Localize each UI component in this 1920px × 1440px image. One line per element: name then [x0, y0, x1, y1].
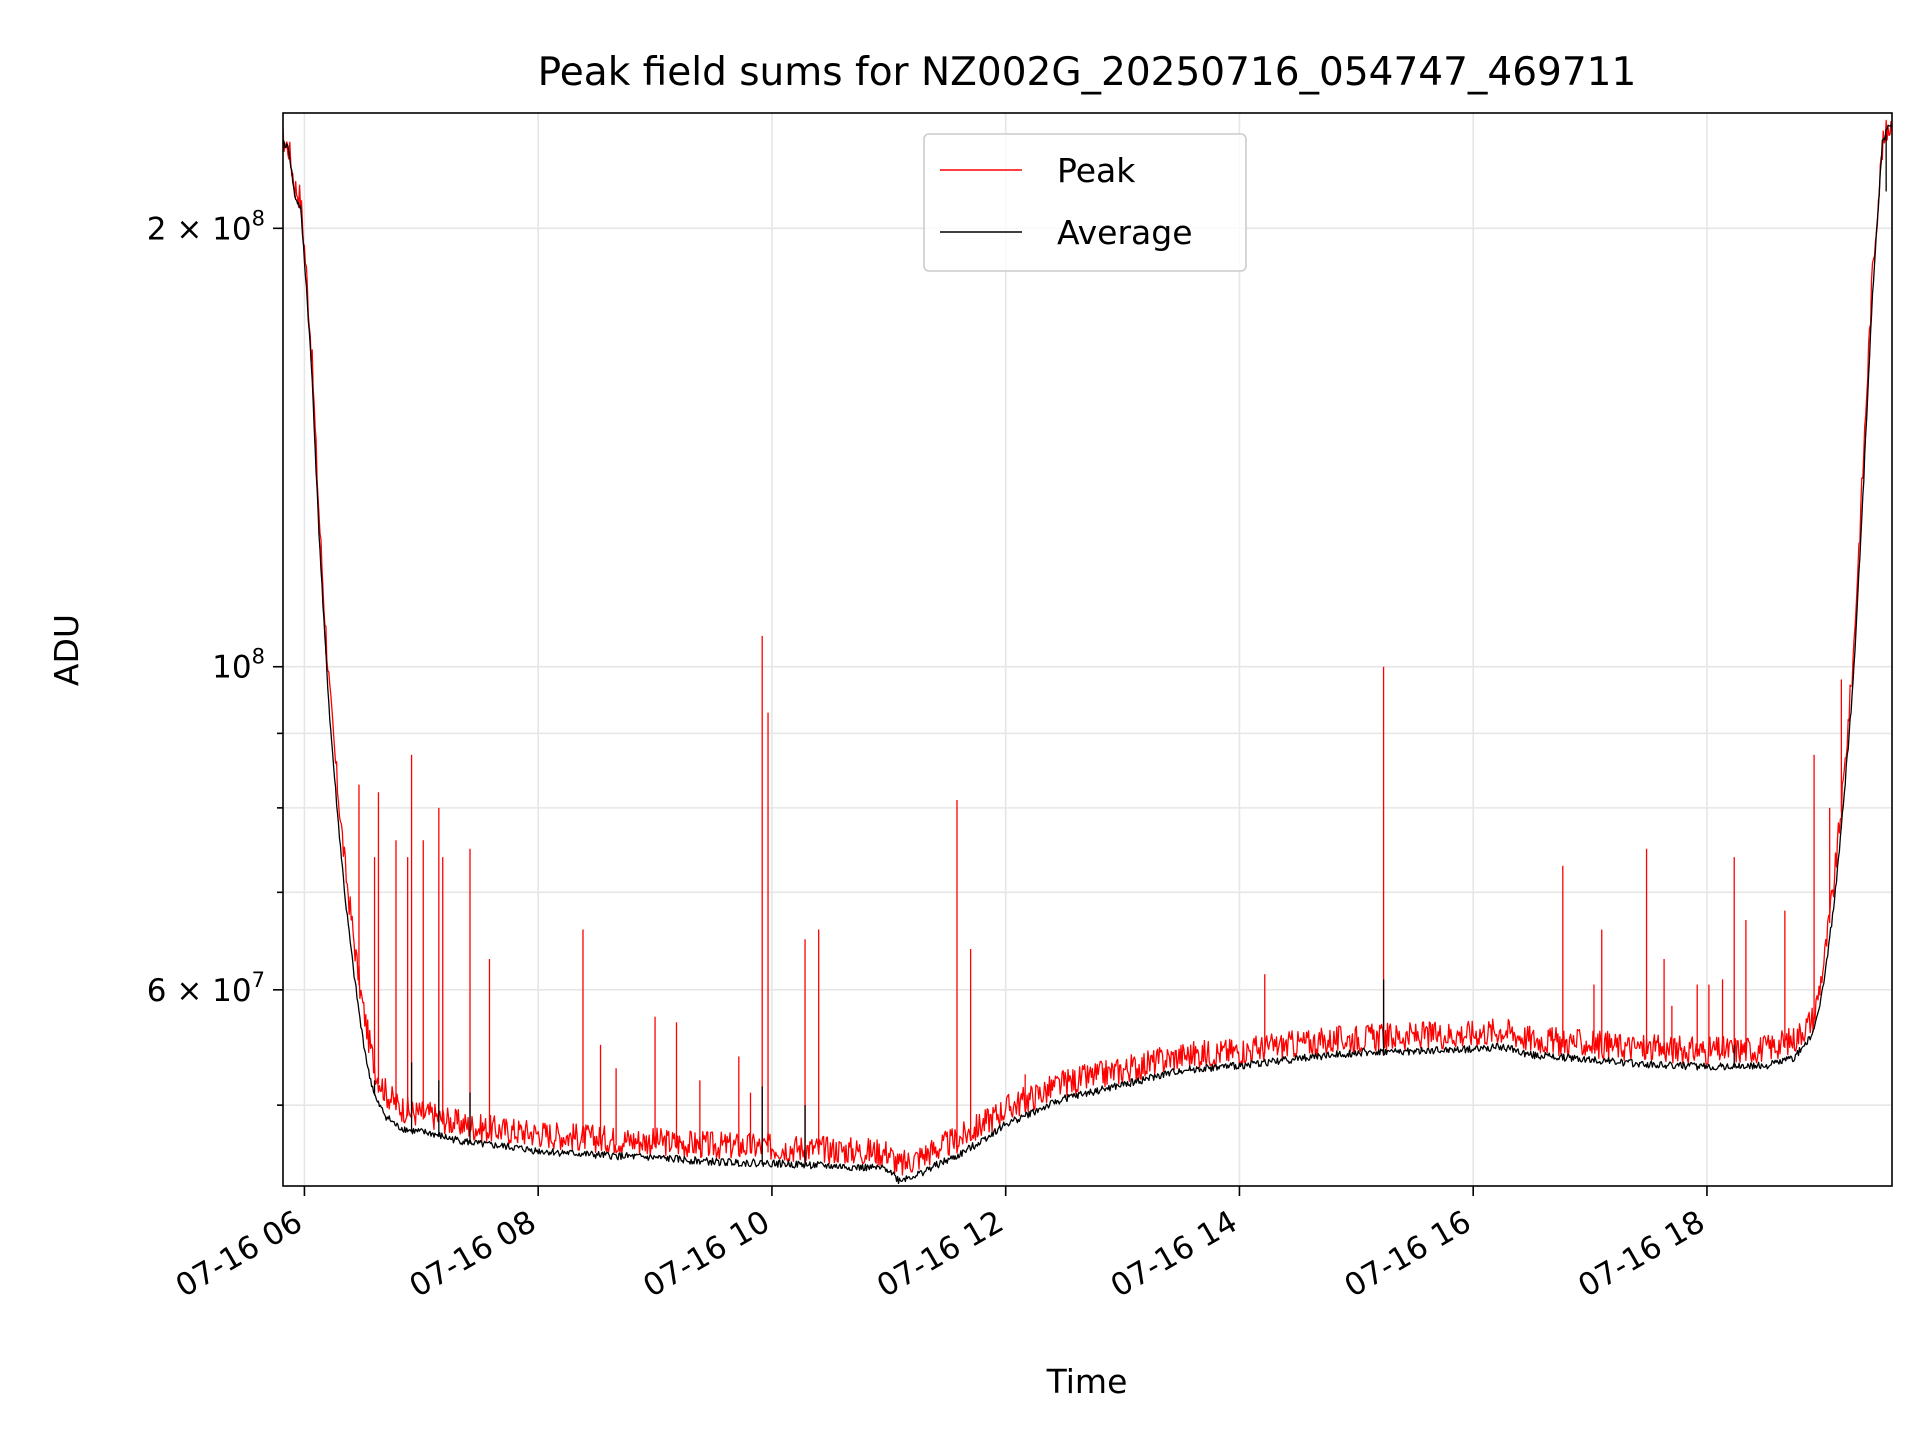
plot-frame [282, 112, 1893, 1187]
series-line-average [283, 124, 1892, 1185]
y-tick-label: 2 × 108 [147, 206, 265, 247]
series-layer [283, 119, 1892, 1185]
y-axis-label: ADU [47, 614, 86, 686]
legend: Peak Average [923, 133, 1247, 272]
x-axis-label: Time [1046, 1362, 1128, 1401]
legend-label-peak: Peak [1057, 151, 1136, 190]
y-tick-label: 6 × 107 [147, 968, 265, 1009]
legend-label-average: Average [1057, 213, 1193, 252]
series-peak [283, 119, 1892, 1176]
legend-box [923, 133, 1247, 272]
chart-title: Peak field sums for NZ002G_20250716_0547… [538, 50, 1637, 95]
series-line-peak [283, 119, 1892, 1176]
series-average [283, 124, 1892, 1185]
y-tick-label: 108 [212, 645, 265, 686]
